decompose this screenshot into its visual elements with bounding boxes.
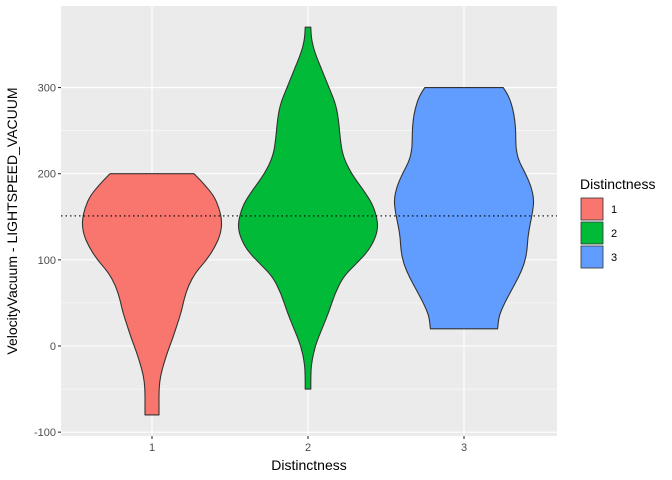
x-axis: 1 2 3 (149, 436, 467, 454)
x-tick-label: 1 (149, 442, 155, 454)
x-axis-title: Distinctness (271, 457, 346, 473)
y-tick-label: -100 (34, 427, 56, 439)
violin-3 (393, 87, 535, 330)
x-tick-label: 2 (305, 442, 311, 454)
legend-label-1: 1 (611, 204, 617, 216)
y-tick-label: 300 (38, 83, 56, 95)
legend-title: Distinctness (580, 176, 655, 192)
y-axis: -100 0 100 200 300 (34, 83, 61, 439)
x-tick-label: 3 (461, 442, 467, 454)
legend-label-3: 3 (611, 252, 617, 264)
legend-label-2: 2 (611, 228, 617, 240)
y-axis-title: VelocityVacuum - LIGHTSPEED_VACUUM (4, 87, 20, 354)
legend-key-3 (580, 245, 604, 269)
violins (81, 26, 535, 416)
legend: Distinctness 1 2 3 (580, 176, 655, 269)
y-tick-label: 200 (38, 169, 56, 181)
legend-key-1 (580, 197, 604, 221)
violin-2 (237, 26, 379, 390)
y-tick-label: 100 (38, 255, 56, 267)
legend-key-2 (580, 221, 604, 245)
violin-1 (81, 173, 223, 416)
y-tick-label: 0 (50, 341, 56, 353)
